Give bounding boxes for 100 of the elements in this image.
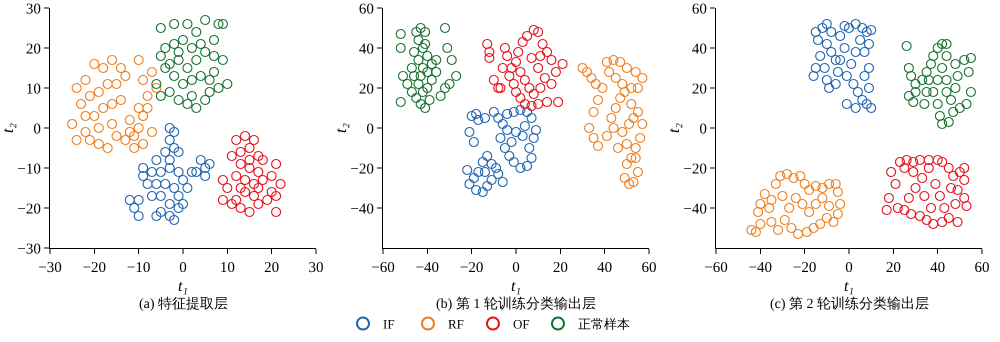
- point: [830, 78, 841, 90]
- point: [146, 190, 158, 202]
- point: [218, 18, 228, 30]
- point: [937, 118, 948, 130]
- point: [626, 98, 636, 110]
- point: [924, 74, 934, 86]
- point: [208, 66, 220, 78]
- point: [790, 192, 801, 204]
- point: [610, 72, 621, 84]
- point: [471, 108, 482, 120]
- point: [577, 62, 588, 74]
- point: [486, 174, 497, 186]
- point: [240, 186, 250, 198]
- point: [944, 116, 954, 128]
- point: [788, 172, 799, 184]
- point: [604, 66, 614, 78]
- point: [500, 42, 510, 54]
- point: [174, 54, 184, 66]
- point: [620, 172, 630, 184]
- point: [959, 54, 970, 66]
- point: [822, 212, 832, 224]
- point: [526, 152, 537, 164]
- point: [231, 170, 242, 182]
- point: [253, 166, 264, 178]
- point: [107, 118, 118, 130]
- legend-label: 正常样本: [578, 316, 630, 332]
- y-tick-label: −40: [683, 201, 707, 218]
- point: [186, 90, 197, 102]
- point: [617, 126, 628, 138]
- point: [844, 22, 854, 34]
- point: [848, 78, 858, 90]
- point: [932, 154, 943, 166]
- point: [178, 198, 188, 210]
- point: [508, 106, 519, 118]
- point: [164, 154, 175, 166]
- point: [535, 82, 546, 94]
- legend-label: OF: [512, 316, 530, 332]
- point: [597, 82, 608, 94]
- point: [846, 58, 856, 70]
- point: [186, 42, 197, 54]
- point: [815, 218, 826, 230]
- point: [538, 38, 548, 50]
- point: [473, 166, 484, 178]
- point: [416, 70, 426, 82]
- point: [941, 74, 952, 86]
- point: [810, 62, 821, 74]
- point: [952, 216, 963, 228]
- y-tick-label: −30: [17, 241, 41, 258]
- point: [899, 204, 910, 216]
- point: [160, 146, 170, 158]
- point: [196, 70, 206, 82]
- y-axis-title: t₂: [333, 122, 350, 134]
- point: [533, 62, 544, 74]
- point: [835, 54, 846, 66]
- point: [628, 176, 639, 188]
- x-tick-label: 40: [930, 260, 946, 276]
- point: [510, 126, 522, 138]
- point: [542, 96, 552, 108]
- x-axis-title: t₁: [510, 278, 522, 295]
- point: [151, 210, 162, 222]
- point: [914, 210, 925, 222]
- point: [80, 74, 91, 86]
- x-tick-label: −40: [748, 260, 772, 276]
- point: [782, 168, 792, 180]
- x-axis-title: t₁: [844, 278, 854, 295]
- point: [808, 70, 819, 82]
- point: [134, 210, 144, 222]
- point: [160, 62, 170, 74]
- point: [800, 178, 810, 190]
- point: [524, 82, 534, 94]
- point: [882, 204, 892, 216]
- point: [520, 120, 530, 132]
- point: [922, 66, 932, 78]
- x-tick-label: 20: [886, 260, 901, 276]
- point: [518, 36, 528, 48]
- point: [954, 166, 965, 178]
- point: [950, 58, 960, 70]
- point: [134, 122, 144, 134]
- point: [406, 86, 417, 98]
- point: [222, 78, 232, 90]
- y-axis-title: t₂: [666, 122, 683, 134]
- point: [491, 162, 502, 174]
- point: [617, 78, 628, 90]
- point: [124, 194, 135, 206]
- point: [174, 46, 184, 58]
- point: [67, 118, 78, 130]
- point: [253, 198, 264, 210]
- point: [777, 190, 788, 202]
- point: [484, 46, 494, 58]
- point: [928, 50, 938, 62]
- point: [213, 82, 224, 94]
- x-tick-label: −20: [460, 260, 484, 276]
- point: [76, 98, 86, 110]
- x-tick-label: −40: [416, 260, 440, 276]
- point: [444, 78, 455, 90]
- point: [832, 208, 843, 220]
- point: [248, 134, 259, 146]
- point: [240, 174, 250, 186]
- point: [174, 190, 184, 202]
- point: [932, 74, 943, 86]
